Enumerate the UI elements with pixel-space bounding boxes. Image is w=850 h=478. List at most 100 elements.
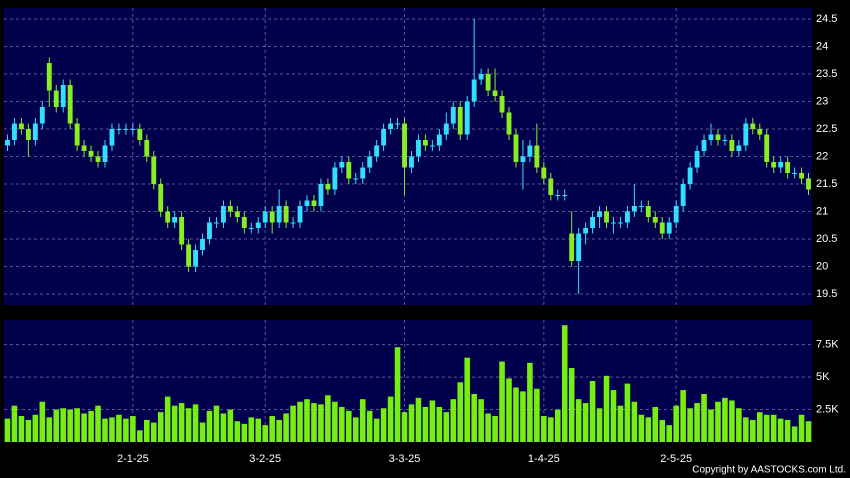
candle-body	[750, 123, 756, 129]
volume-bar	[485, 413, 491, 442]
candle-body	[269, 211, 275, 223]
volume-bar	[227, 409, 234, 442]
candle-body	[207, 222, 212, 239]
volume-bar	[220, 413, 227, 442]
volume-bar	[743, 417, 749, 442]
candle-body	[332, 167, 338, 190]
candle-body	[569, 233, 575, 261]
volume-bar	[652, 406, 659, 442]
candle-body	[631, 206, 637, 212]
volume-bar	[436, 406, 443, 442]
volume-bar	[715, 401, 721, 442]
candle-body	[666, 222, 672, 234]
volume-bar	[464, 357, 470, 442]
candle-body	[325, 184, 331, 190]
candle-body	[680, 184, 686, 206]
volume-bar	[352, 417, 359, 442]
candle-body	[137, 129, 143, 140]
volume-bar	[554, 409, 561, 442]
volume-bar	[290, 405, 296, 442]
volume-bar	[39, 401, 46, 442]
candle-body	[367, 156, 373, 168]
x-tick-label: 1-4-25	[528, 453, 560, 465]
volume-bar	[269, 416, 275, 442]
volume-bar	[492, 416, 498, 442]
y-tick-label: 7.5K	[816, 339, 839, 351]
candle-body	[799, 173, 804, 179]
volume-bar	[506, 378, 512, 442]
volume-bar	[499, 361, 505, 442]
candle-body	[395, 123, 400, 125]
candle-body	[318, 184, 324, 206]
candle-body	[130, 129, 136, 130]
volume-bar	[617, 405, 624, 442]
volume-bar	[366, 410, 373, 442]
y-tick-label: 22	[816, 150, 828, 162]
candle-body	[179, 217, 185, 245]
candle-body	[520, 156, 526, 162]
candle-body	[88, 151, 94, 157]
volume-bar	[624, 383, 631, 442]
volume-bar	[46, 417, 53, 442]
volume-bar	[255, 418, 262, 442]
volume-bar	[408, 404, 415, 442]
candle-body	[409, 156, 414, 168]
candle-body	[102, 145, 108, 162]
copyright: Copyright by AASTOCKS.com Ltd.	[692, 465, 846, 476]
volume-bar	[380, 408, 387, 442]
candle-body	[583, 228, 589, 234]
volume-bar	[11, 405, 18, 442]
candle-body	[290, 222, 296, 224]
volume-bar	[88, 410, 94, 442]
candle-body	[443, 123, 449, 135]
candle-body	[541, 167, 547, 179]
candle-body	[46, 63, 52, 91]
volume-bar	[666, 425, 672, 442]
candle-body	[499, 96, 505, 113]
candle-body	[701, 140, 707, 151]
candle-body	[214, 222, 219, 224]
volume-bar	[638, 414, 645, 442]
candle-body	[457, 107, 463, 135]
volume-bar	[339, 406, 345, 442]
volume-bar	[332, 401, 338, 442]
volume-bar	[520, 391, 526, 442]
candle-body	[534, 145, 540, 168]
candle-body	[402, 123, 407, 168]
candle-body	[624, 211, 630, 223]
volume-bar	[603, 375, 610, 442]
candle-body	[576, 233, 582, 261]
volume-bar	[541, 416, 547, 442]
candle-body	[736, 145, 742, 151]
candle-body	[53, 90, 59, 107]
volume-bar	[457, 382, 464, 442]
volume-bar	[701, 393, 707, 442]
volume-bar	[304, 399, 310, 442]
candle-body	[220, 206, 226, 223]
candle-body	[74, 123, 80, 146]
candle-body	[673, 206, 679, 223]
volume-bar	[589, 381, 596, 442]
volume-bar	[185, 408, 192, 442]
y-tick-label: 20.5	[816, 233, 837, 245]
candle-body	[485, 74, 491, 91]
candle-body	[611, 222, 616, 224]
volume-bar	[102, 418, 108, 442]
volume-bar	[659, 419, 666, 442]
volume-bar	[318, 404, 324, 442]
candle-body	[248, 228, 254, 229]
candle-body	[743, 123, 749, 146]
volume-bar	[513, 387, 519, 442]
candle-body	[151, 156, 157, 184]
volume-bar	[478, 399, 484, 442]
y-tick-label: 23.5	[816, 68, 837, 80]
volume-bar	[561, 325, 568, 442]
volume-bar	[297, 401, 303, 442]
volume-bar	[575, 399, 582, 442]
x-tick-label: 3-2-25	[249, 453, 281, 465]
candle-body	[778, 162, 784, 168]
volume-bar	[645, 417, 652, 442]
y-tick-label: 24.5	[816, 13, 837, 25]
volume-bar	[770, 414, 777, 442]
